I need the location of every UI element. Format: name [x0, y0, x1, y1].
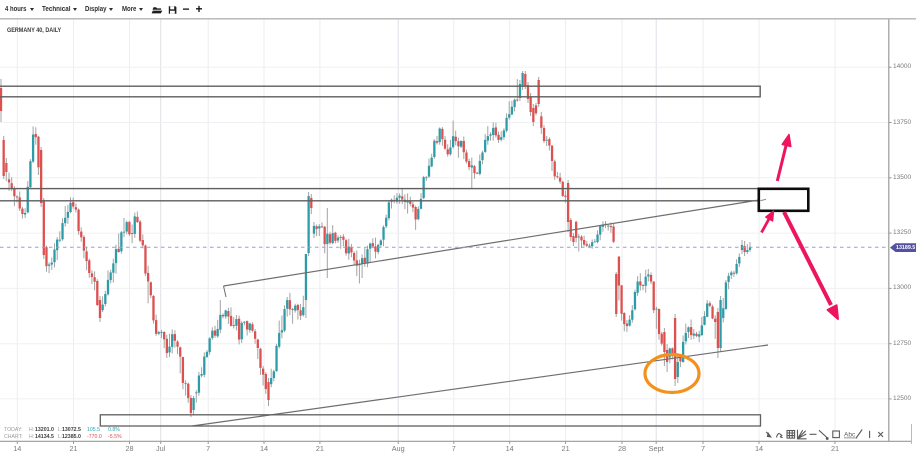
svg-text:Abc: Abc — [844, 432, 856, 439]
